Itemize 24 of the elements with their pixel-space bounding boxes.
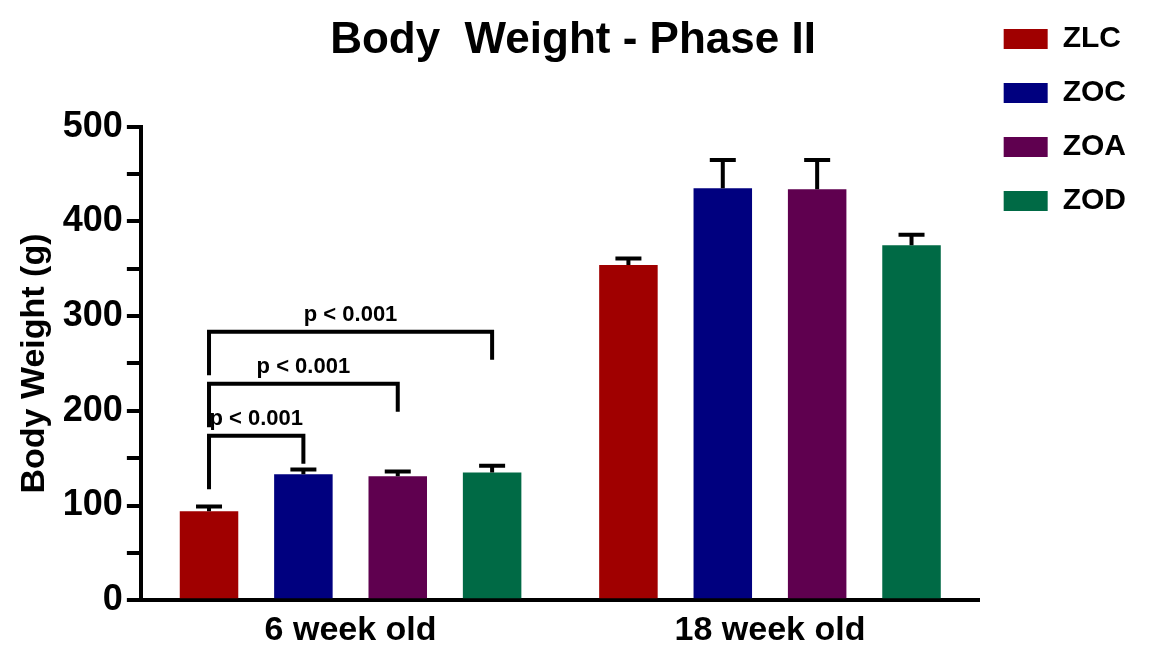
bar [368, 476, 427, 599]
legend-label: ZOA [1062, 128, 1126, 162]
bar [599, 265, 658, 599]
legend-label: ZOD [1062, 182, 1126, 216]
chart-title: Body Weight - Phase II [330, 12, 816, 62]
bar [882, 245, 941, 599]
legend-label: ZLC [1062, 20, 1121, 54]
y-tick-label: 100 [62, 482, 123, 524]
annotation: p < 0.001 [303, 300, 398, 326]
y-tick-label: 200 [62, 387, 123, 429]
bar [462, 472, 522, 599]
bar [179, 511, 239, 599]
bar [787, 189, 847, 599]
annotation: p < 0.001 [209, 404, 303, 430]
y-axis-title: Body Weight (g) [12, 233, 51, 494]
annotation: p < 0.001 [256, 352, 351, 378]
y-tick-label: 0 [102, 577, 123, 619]
bar [693, 188, 753, 599]
y-tick-label: 500 [62, 103, 123, 145]
y-tick-label: 400 [62, 198, 123, 240]
x-tick-label: 6 week old [264, 608, 437, 647]
legend-label: ZOC [1062, 74, 1126, 108]
y-tick-label: 300 [62, 293, 123, 335]
x-tick-label: 18 week old [674, 608, 866, 647]
